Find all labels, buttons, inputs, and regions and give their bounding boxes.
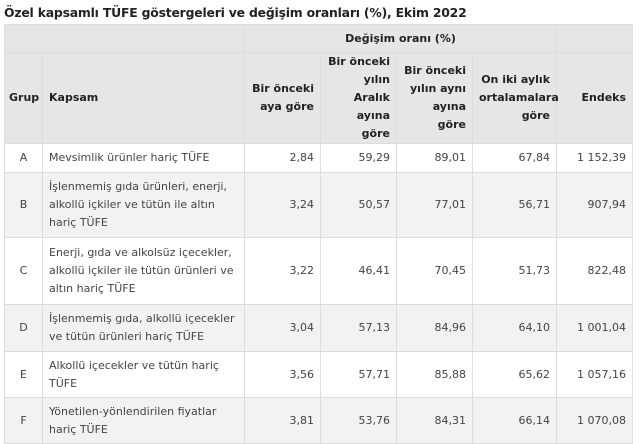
header-grup: Grup — [4, 52, 43, 144]
cell-yearly: 85,88 — [396, 351, 473, 398]
cell-kapsam: Alkollü içecekler ve tütün hariç TÜFE — [42, 351, 245, 398]
cell-yearly: 84,31 — [396, 397, 473, 444]
cell-monthly: 3,81 — [244, 397, 321, 444]
cell-grup: D — [4, 304, 43, 352]
cell-twelve-month: 66,14 — [471, 397, 558, 444]
header-kapsam: Kapsam — [42, 52, 245, 144]
cell-yearly: 77,01 — [396, 172, 473, 238]
cell-monthly: 3,04 — [244, 304, 321, 352]
cell-december: 46,41 — [320, 237, 397, 305]
cell-monthly: 3,24 — [244, 172, 321, 238]
cell-december: 59,29 — [320, 143, 397, 173]
header-change-rate: Değişim oranı (%) — [243, 24, 558, 53]
header-row-columns: Grup Kapsam Bir önceki aya göre Bir önce… — [4, 52, 634, 144]
cell-kapsam: Yönetilen-yönlendirilen fiyatlar hariç T… — [42, 397, 245, 444]
cell-december: 57,71 — [320, 351, 397, 398]
cell-twelve-month: 51,73 — [471, 237, 558, 305]
header-twelve-month: On iki aylık ortalamalara göre — [471, 52, 559, 144]
cell-grup: C — [4, 237, 43, 305]
header-endeks: Endeks — [556, 52, 634, 144]
cell-yearly: 89,01 — [396, 143, 473, 173]
table-row: E Alkollü içecekler ve tütün hariç TÜFE … — [4, 351, 634, 398]
table-row: C Enerji, gıda ve alkolsüz içecekler, al… — [4, 237, 634, 305]
cell-endeks: 1 070,08 — [556, 397, 634, 444]
cell-grup: A — [4, 143, 43, 173]
cell-december: 57,13 — [320, 304, 397, 352]
cpi-table: Değişim oranı (%) Grup Kapsam Bir önceki… — [4, 24, 634, 444]
header-yearly: Bir önceki yılın aynı ayına göre — [396, 52, 473, 144]
cell-yearly: 84,96 — [396, 304, 473, 352]
cell-endeks: 907,94 — [556, 172, 634, 238]
header-empty — [4, 24, 245, 53]
cell-kapsam: Mevsimlik ürünler hariç TÜFE — [42, 143, 245, 173]
cell-kapsam: İşlenmemiş gıda ürünleri, enerji, alkoll… — [42, 172, 245, 238]
cell-monthly: 3,56 — [244, 351, 321, 398]
cell-twelve-month: 64,10 — [471, 304, 558, 352]
table-row: F Yönetilen-yönlendirilen fiyatlar hariç… — [4, 397, 634, 444]
cell-kapsam: Enerji, gıda ve alkolsüz içecekler, alko… — [42, 237, 245, 305]
cell-endeks: 822,48 — [556, 237, 634, 305]
table-title: Özel kapsamlı TÜFE göstergeleri ve değiş… — [4, 5, 467, 20]
table-row: A Mevsimlik ürünler hariç TÜFE 2,84 59,2… — [4, 143, 634, 173]
table-row: B İşlenmemiş gıda ürünleri, enerji, alko… — [4, 172, 634, 238]
cell-kapsam: İşlenmemiş gıda, alkollü içecekler ve tü… — [42, 304, 245, 352]
cell-endeks: 1 152,39 — [556, 143, 634, 173]
cell-twelve-month: 67,84 — [471, 143, 558, 173]
cell-twelve-month: 56,71 — [471, 172, 558, 238]
cell-endeks: 1 057,16 — [556, 351, 634, 398]
header-row-group: Değişim oranı (%) — [4, 24, 634, 53]
header-empty-endeks — [556, 24, 634, 53]
cell-grup: B — [4, 172, 43, 238]
cell-december: 53,76 — [320, 397, 397, 444]
cell-twelve-month: 65,62 — [471, 351, 558, 398]
cell-grup: F — [4, 397, 43, 444]
header-monthly: Bir önceki aya göre — [244, 52, 321, 144]
cell-monthly: 3,22 — [244, 237, 321, 305]
cell-endeks: 1 001,04 — [556, 304, 634, 352]
cell-yearly: 70,45 — [396, 237, 473, 305]
header-december: Bir önceki yılın Aralık ayına göre — [320, 52, 397, 144]
cell-december: 50,57 — [320, 172, 397, 238]
cell-grup: E — [4, 351, 43, 398]
cell-monthly: 2,84 — [244, 143, 321, 173]
table-row: D İşlenmemiş gıda, alkollü içecekler ve … — [4, 304, 634, 352]
